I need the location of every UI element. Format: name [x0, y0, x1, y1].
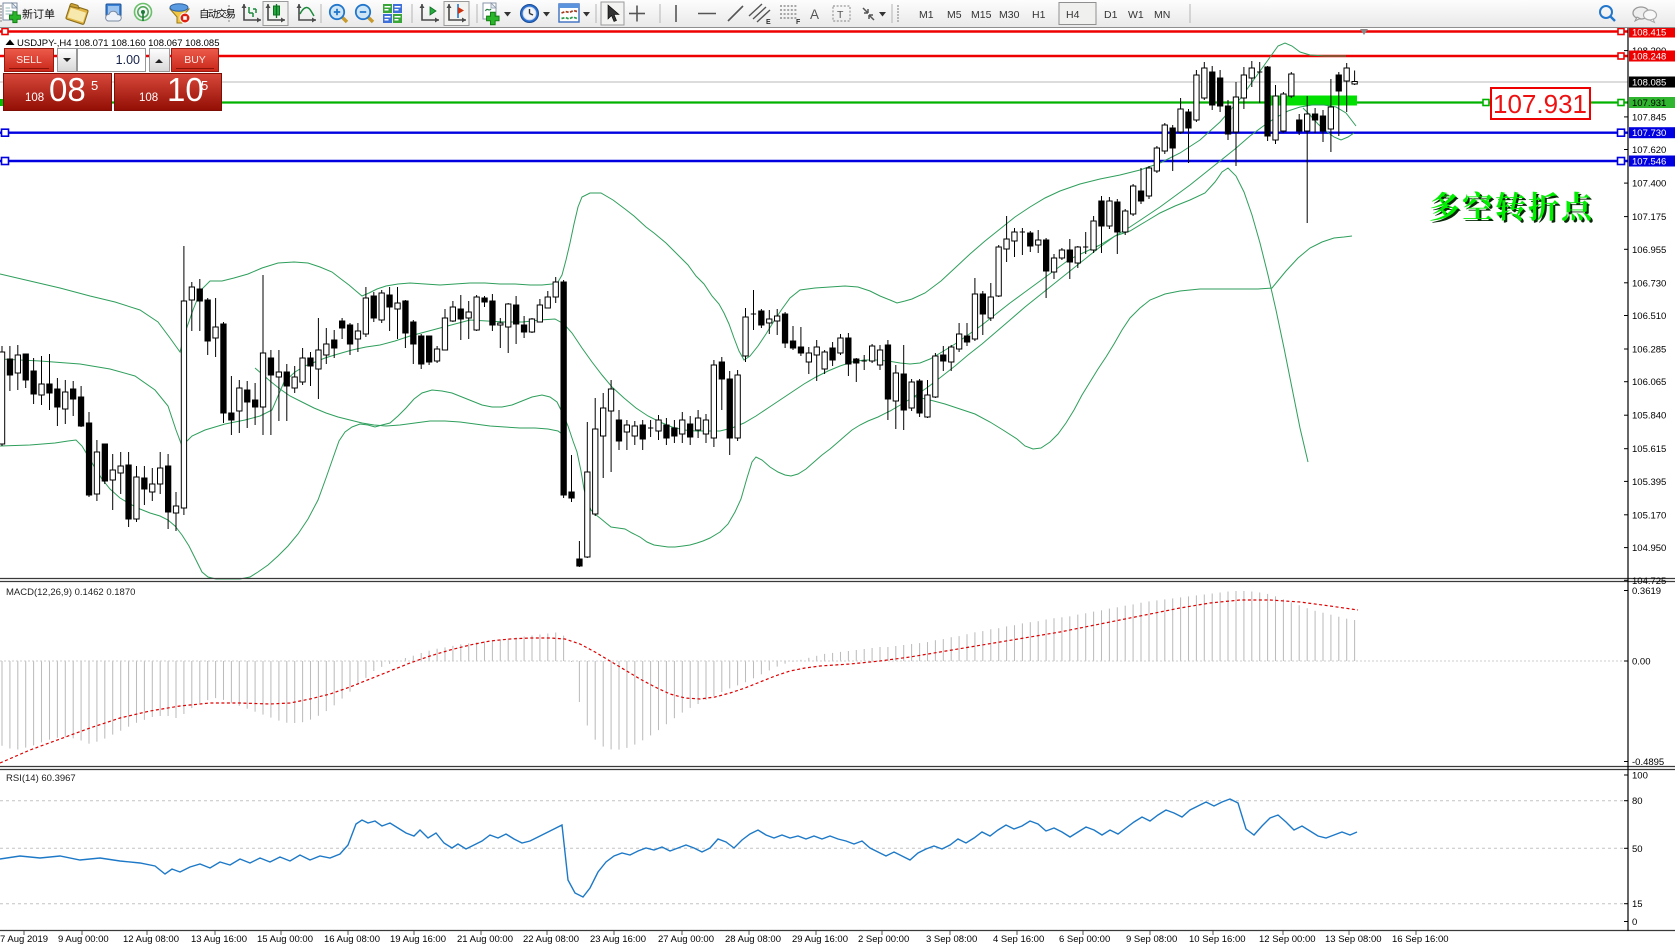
svg-text:107.931: 107.931 [1632, 98, 1666, 109]
svg-text:6 Sep 00:00: 6 Sep 00:00 [1059, 934, 1110, 945]
svg-text:0.3619: 0.3619 [1632, 586, 1661, 597]
svg-text:105.615: 105.615 [1632, 444, 1666, 455]
svg-text:21 Aug 00:00: 21 Aug 00:00 [457, 934, 513, 945]
svg-text:0.00: 0.00 [1632, 657, 1651, 668]
svg-text:-0.4895: -0.4895 [1632, 757, 1664, 768]
svg-text:M15: M15 [971, 9, 992, 21]
svg-text:M30: M30 [999, 9, 1020, 21]
svg-text:105.170: 105.170 [1632, 510, 1666, 521]
svg-text:106.955: 106.955 [1632, 245, 1666, 256]
svg-text:A: A [810, 7, 819, 22]
svg-text:7 Aug 2019: 7 Aug 2019 [0, 934, 48, 945]
svg-text:16 Aug 08:00: 16 Aug 08:00 [324, 934, 380, 945]
svg-text:13 Aug 16:00: 13 Aug 16:00 [191, 934, 247, 945]
svg-text:107.845: 107.845 [1632, 112, 1666, 123]
svg-text:H1: H1 [1032, 9, 1046, 21]
svg-text:28 Aug 08:00: 28 Aug 08:00 [725, 934, 781, 945]
svg-text:16 Sep 16:00: 16 Sep 16:00 [1392, 934, 1449, 945]
svg-text:107.730: 107.730 [1632, 128, 1666, 139]
svg-text:107.400: 107.400 [1632, 179, 1666, 190]
svg-text:12 Aug 08:00: 12 Aug 08:00 [123, 934, 179, 945]
svg-text:105.395: 105.395 [1632, 477, 1666, 488]
svg-text:19 Aug 16:00: 19 Aug 16:00 [390, 934, 446, 945]
svg-text:MN: MN [1154, 9, 1170, 21]
svg-text:15: 15 [1632, 899, 1643, 910]
svg-text:M1: M1 [919, 9, 934, 21]
svg-text:23 Aug 16:00: 23 Aug 16:00 [590, 934, 646, 945]
svg-text:107.175: 107.175 [1632, 212, 1666, 223]
svg-text:T: T [837, 9, 844, 21]
svg-text:9 Aug 00:00: 9 Aug 00:00 [58, 934, 109, 945]
svg-text:4 Sep 16:00: 4 Sep 16:00 [993, 934, 1044, 945]
svg-text:100: 100 [1632, 771, 1648, 782]
svg-text:D1: D1 [1104, 9, 1118, 21]
svg-text:M5: M5 [947, 9, 962, 21]
svg-text:0: 0 [1632, 917, 1637, 928]
svg-text:105.840: 105.840 [1632, 411, 1666, 422]
svg-text:107.546: 107.546 [1632, 157, 1666, 168]
svg-text:15 Aug 00:00: 15 Aug 00:00 [257, 934, 313, 945]
svg-text:108.415: 108.415 [1632, 28, 1666, 39]
svg-text:12 Sep 00:00: 12 Sep 00:00 [1259, 934, 1316, 945]
svg-text:USDJPY-,H4 108.071 108.160 10: USDJPY-,H4 108.071 108.160 108.067 108.0… [17, 38, 219, 49]
svg-text:3 Sep 08:00: 3 Sep 08:00 [926, 934, 977, 945]
svg-text:W1: W1 [1128, 9, 1144, 21]
svg-text:RSI(14) 60.3967: RSI(14) 60.3967 [6, 773, 76, 784]
svg-text:H4: H4 [1066, 9, 1080, 21]
svg-text:106.730: 106.730 [1632, 278, 1666, 289]
svg-text:107.931: 107.931 [1493, 89, 1587, 119]
svg-text:50: 50 [1632, 844, 1643, 855]
svg-text:9 Sep 08:00: 9 Sep 08:00 [1126, 934, 1177, 945]
svg-text:22 Aug 08:00: 22 Aug 08:00 [523, 934, 579, 945]
svg-text:F: F [796, 19, 801, 26]
svg-text:80: 80 [1632, 796, 1643, 807]
svg-text:106.065: 106.065 [1632, 377, 1666, 388]
svg-text:29 Aug 16:00: 29 Aug 16:00 [792, 934, 848, 945]
svg-text:13 Sep 08:00: 13 Sep 08:00 [1325, 934, 1382, 945]
svg-text:10 Sep 16:00: 10 Sep 16:00 [1189, 934, 1246, 945]
svg-text:E: E [766, 19, 771, 26]
svg-text:108.085: 108.085 [1632, 78, 1666, 89]
svg-text:107.620: 107.620 [1632, 145, 1666, 156]
svg-text:27 Aug 00:00: 27 Aug 00:00 [658, 934, 714, 945]
svg-text:104.725: 104.725 [1632, 576, 1666, 587]
svg-text:106.510: 106.510 [1632, 311, 1666, 322]
svg-text:2 Sep 00:00: 2 Sep 00:00 [858, 934, 909, 945]
svg-text:104.950: 104.950 [1632, 543, 1666, 554]
svg-text:108.248: 108.248 [1632, 52, 1666, 63]
svg-text:MACD(12,26,9) 0.1462 0.1870: MACD(12,26,9) 0.1462 0.1870 [6, 587, 135, 598]
svg-text:106.285: 106.285 [1632, 345, 1666, 356]
